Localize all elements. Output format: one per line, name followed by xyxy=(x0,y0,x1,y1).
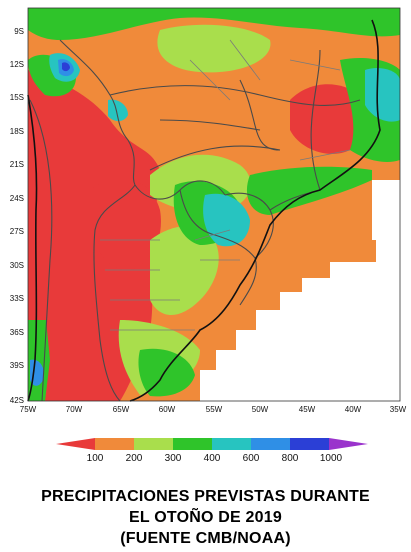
lat-label: 33S xyxy=(10,294,24,303)
lat-label: 21S xyxy=(10,160,24,169)
lon-label: 65W xyxy=(113,405,130,414)
lat-label: 30S xyxy=(10,261,24,270)
lat-label: 39S xyxy=(10,361,24,370)
zone-400-600-bolivia xyxy=(108,99,128,122)
political-boundaries xyxy=(29,39,361,402)
caption-line-2: EL OTOÑO DE 2019 xyxy=(129,509,282,526)
legend-label: 300 xyxy=(165,453,182,464)
legend-label: 100 xyxy=(87,453,104,464)
map-caption: PRECIPITACIONES PREVISTAS DURANTE EL OTO… xyxy=(0,486,411,549)
zone-300-400-north xyxy=(28,8,400,40)
caption-line-1: PRECIPITACIONES PREVISTAS DURANTE xyxy=(41,488,370,505)
lon-label: 45W xyxy=(299,405,316,414)
zone-200-300-south xyxy=(150,225,219,315)
legend-labels: 100 200 300 400 600 800 1000 xyxy=(87,453,343,464)
internal-divisions xyxy=(100,39,351,331)
lat-label: 12S xyxy=(10,60,24,69)
zone-800-1000-andes xyxy=(62,62,70,72)
zone-lt100-chaco xyxy=(90,178,161,271)
lat-label: 18S xyxy=(10,127,24,136)
legend-label: 400 xyxy=(204,453,221,464)
legend-swatch xyxy=(95,438,134,450)
legend-swatch xyxy=(173,438,212,450)
lat-axis: 9S 12S 15S 18S 21S 24S 27S 30S 33S 36S 3… xyxy=(10,27,24,405)
lon-label: 40W xyxy=(345,405,362,414)
map-frame xyxy=(27,7,401,402)
zone-lt100-east xyxy=(290,84,368,154)
lon-label: 50W xyxy=(252,405,269,414)
color-legend: 100 200 300 400 600 800 1000 xyxy=(56,438,368,464)
zone-300-400-patagonia xyxy=(138,348,195,397)
legend-swatch xyxy=(134,438,173,450)
lon-label: 35W xyxy=(390,405,407,414)
legend-swatch xyxy=(329,438,368,450)
zone-300-400-coast xyxy=(246,166,372,215)
lon-label: 75W xyxy=(20,405,37,414)
lon-label: 60W xyxy=(159,405,176,414)
lat-label: 24S xyxy=(10,194,24,203)
legend-swatch xyxy=(212,438,251,450)
legend-bar xyxy=(56,438,368,450)
legend-swatch xyxy=(56,438,95,450)
legend-label: 800 xyxy=(282,453,299,464)
nodata-right xyxy=(200,180,400,401)
legend-swatch xyxy=(251,438,290,450)
lat-label: 15S xyxy=(10,93,24,102)
zone-600-800-chile xyxy=(30,359,45,386)
legend-label: 600 xyxy=(243,453,260,464)
lat-label: 9S xyxy=(14,27,24,36)
zone-400-600-east xyxy=(365,68,400,122)
lat-label: 42S xyxy=(10,396,24,405)
lat-label: 36S xyxy=(10,328,24,337)
legend-label: 200 xyxy=(126,453,143,464)
lon-label: 70W xyxy=(66,405,83,414)
coastline xyxy=(129,19,381,402)
lon-label: 55W xyxy=(206,405,223,414)
zone-400-600-mesopotamia xyxy=(203,193,250,247)
precipitation-map: 9S 12S 15S 18S 21S 24S 27S 30S 33S 36S 3… xyxy=(10,7,407,414)
zone-200-300-north xyxy=(157,24,271,73)
lon-axis: 75W 70W 65W 60W 55W 50W 45W 40W 35W xyxy=(20,405,407,414)
lat-label: 27S xyxy=(10,227,24,236)
chile-coast xyxy=(27,94,38,402)
legend-swatch xyxy=(290,438,329,450)
caption-line-3: (FUENTE CMB/NOAA) xyxy=(120,530,291,547)
legend-label: 1000 xyxy=(320,453,343,464)
